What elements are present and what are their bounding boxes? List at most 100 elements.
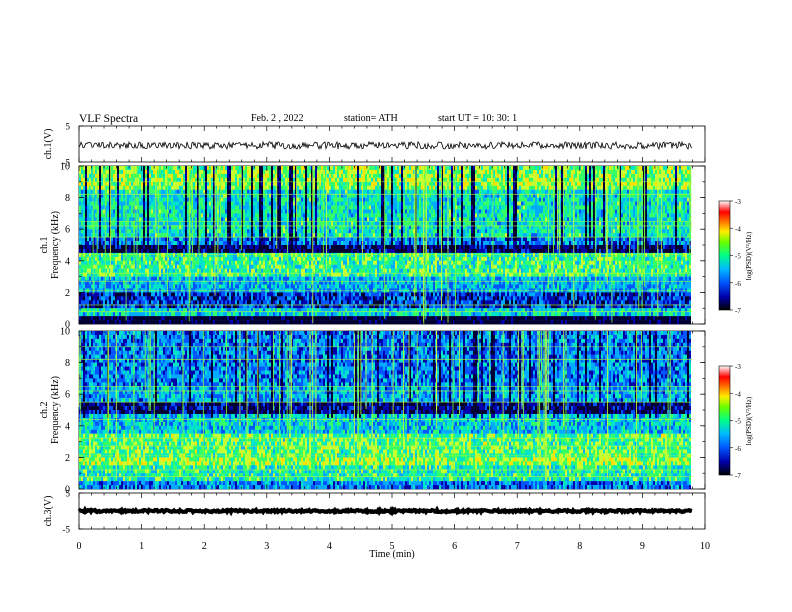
ch1-spectrogram-cell: [89, 217, 91, 221]
ch1-spectrogram-cell: [155, 257, 157, 261]
ch1-spectrogram-cell: [147, 182, 149, 186]
ch1-spectrogram-cell: [87, 202, 89, 206]
ch1-spectrogram-cell: [83, 269, 85, 273]
ch1-spectrogram-cell: [113, 221, 115, 225]
ch1-spectrogram-cell: [129, 312, 131, 316]
ch1-spectrogram-cell: [89, 170, 91, 174]
ch1-spectrogram-cell: [109, 316, 111, 320]
ch1-spectrogram-cell: [151, 241, 153, 245]
ch1-spectrogram-cell: [145, 209, 147, 213]
ch1-spectrogram-cell: [103, 257, 105, 261]
ch1-spectrogram-cell: [149, 300, 151, 304]
ch1-spectrogram-cell: [133, 269, 135, 273]
ch1-spectrogram-cell: [87, 170, 89, 174]
ch1-spectrogram-cell: [79, 221, 81, 225]
ch1-spectrogram-cell: [131, 221, 133, 225]
ch1-spectrogram-cell: [161, 265, 163, 269]
ch1-spectrogram-cell: [159, 312, 161, 316]
ch1-spectrogram-cell: [129, 249, 131, 253]
ch1-spectrogram-cell: [141, 186, 143, 190]
ch1-spectrogram-cell: [147, 202, 149, 206]
ch1-spectrogram-cell: [83, 300, 85, 304]
ch1-spectrogram-cell: [107, 170, 109, 174]
ch1-spectrogram-cell: [85, 221, 87, 225]
ch1-spectrogram-cell: [123, 213, 125, 217]
ch1-spectrogram-cell: [131, 265, 133, 269]
ch1-spectrogram-cell: [149, 257, 151, 261]
ch1-spectrogram-cell: [121, 209, 123, 213]
ch1-spectrogram-cell: [89, 261, 91, 265]
ch1-spectrogram-cell: [113, 166, 115, 170]
ch1-spectrogram-cell: [91, 316, 93, 320]
ch1-spectrogram-cell: [143, 198, 145, 202]
ch1-spectrogram-cell: [137, 292, 139, 296]
ch1-spectrogram-cell: [103, 206, 105, 210]
ch1-spectrogram-cell: [99, 190, 101, 194]
ch1-spectrogram-cell: [137, 296, 139, 300]
ch1-spectrogram-cell: [129, 174, 131, 178]
ch1-spectrogram-cell: [151, 269, 153, 273]
ch1-spectrogram-cell: [155, 292, 157, 296]
ch1-spectrogram-cell: [97, 285, 99, 289]
ch1-spectrogram-cell: [89, 312, 91, 316]
ch1-spectrogram-cell: [149, 269, 151, 273]
ch1-spectrogram-cell: [89, 245, 91, 249]
ch1-spectrogram-cell: [159, 292, 161, 296]
ch1-spectrogram-cell: [89, 209, 91, 213]
ch1-spectrogram-cell: [147, 296, 149, 300]
ch1-spectrogram-cell: [107, 245, 109, 249]
ch1-spectrogram-cell: [79, 312, 81, 316]
ch1-spectrogram-cell: [121, 253, 123, 257]
ch1-spectrogram-cell: [83, 241, 85, 245]
ch1-spectrogram-cell: [101, 316, 103, 320]
ch1-spectrogram-cell: [83, 312, 85, 316]
ch1-spectrogram-cell: [111, 186, 113, 190]
ch1-spectrogram-cell: [115, 241, 117, 245]
ch1-spectrogram-cell: [151, 198, 153, 202]
ch1-spectrogram-cell: [107, 217, 109, 221]
ch1-spectrogram-cell: [79, 257, 81, 261]
ch1-spectrogram-cell: [121, 221, 123, 225]
ch1-spectrogram-cell: [145, 241, 147, 245]
ch1-spectrogram-cell: [123, 316, 125, 320]
ch1-spectrogram-cell: [145, 170, 147, 174]
ch1-spectrogram-cell: [151, 320, 153, 324]
ch1-spectrogram-cell: [129, 316, 131, 320]
ch1-spectrogram-cell: [89, 292, 91, 296]
ch1-spectrogram-cell: [143, 245, 145, 249]
ch1-spectrogram-cell: [123, 229, 125, 233]
ch1-spectrogram-cell: [103, 209, 105, 213]
ch1-spectrogram-cell: [83, 166, 85, 170]
ch1-spectrogram-cell: [85, 170, 87, 174]
ch1-spectrogram-cell: [119, 182, 121, 186]
ch1-spectrogram-cell: [129, 261, 131, 265]
ch1-spectrogram-cell: [141, 233, 143, 237]
ch1-spectrogram-cell: [121, 217, 123, 221]
ch1-spectrogram-cell: [81, 241, 83, 245]
ch1-spectrogram-cell: [87, 316, 89, 320]
ch1-spectrogram-cell: [145, 233, 147, 237]
ch1-spectrogram-cell: [101, 312, 103, 316]
ch1-spectrogram-cell: [153, 312, 155, 316]
ch1-spectrogram-cell: [119, 241, 121, 245]
ch1-spectrogram-cell: [111, 296, 113, 300]
ch1-spectrogram-cell: [101, 166, 103, 170]
ch1-spectrogram-cell: [159, 285, 161, 289]
ch1-spectrogram-cell: [79, 265, 81, 269]
ch1-spectrogram-cell: [123, 257, 125, 261]
ch1-spectrogram-cell: [145, 296, 147, 300]
ch1-spectrogram-cell: [131, 285, 133, 289]
ch1-spectrogram-cell: [103, 174, 105, 178]
ch1-spectrogram-cell: [83, 292, 85, 296]
ch1-spectrogram-cell: [83, 213, 85, 217]
ch1-spectrogram-cell: [111, 285, 113, 289]
ch1-spectrogram-cell: [115, 213, 117, 217]
ch1-spectrogram-cell: [161, 182, 163, 186]
ch1-spectrogram-cell: [143, 209, 145, 213]
ch1-spectrogram-cell: [139, 320, 141, 324]
ch1-spectrogram-cell: [111, 229, 113, 233]
ch1-spectrogram-cell: [101, 300, 103, 304]
ch1-spectrogram-cell: [141, 296, 143, 300]
ch1-spectrogram-cell: [155, 265, 157, 269]
ch1-spectrogram-cell: [85, 245, 87, 249]
